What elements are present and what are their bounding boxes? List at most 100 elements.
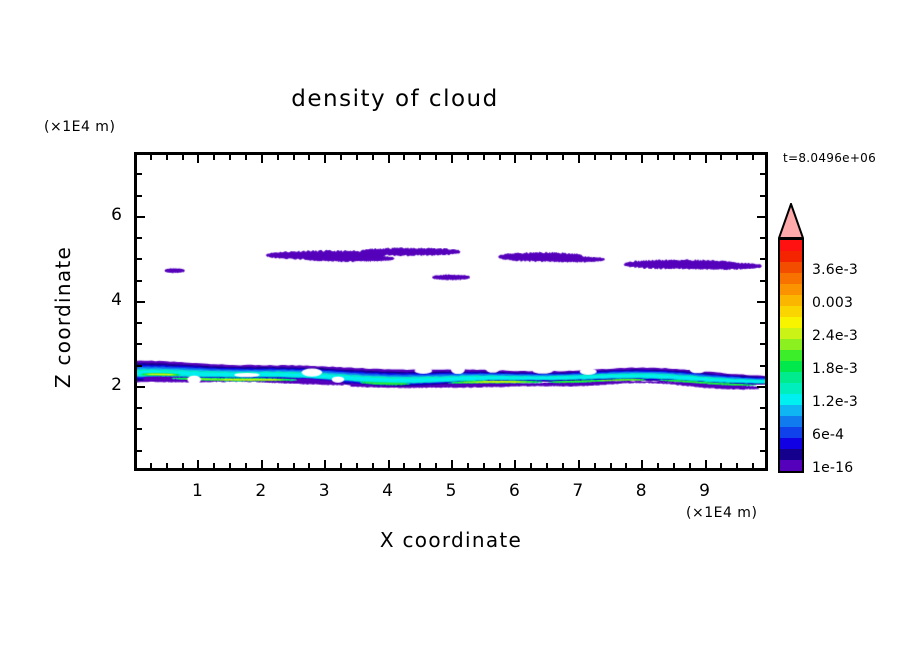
colorbar-band: [780, 372, 802, 383]
x-major-tick: [387, 460, 390, 469]
y-tick-right: [760, 364, 766, 367]
x-tick-label: 2: [255, 481, 267, 501]
x-tick-top: [577, 154, 580, 163]
colorbar-band: [780, 438, 802, 449]
colorbar-tick-label: 1.2e-3: [812, 394, 859, 410]
x-tick-top: [657, 154, 660, 160]
y-tick-right: [757, 300, 766, 303]
colorbar-band: [780, 317, 802, 328]
x-axis-unit-label: (×1E4 m): [686, 505, 758, 521]
x-minor-tick: [244, 463, 247, 469]
x-major-tick: [260, 460, 263, 469]
x-minor-tick: [355, 463, 358, 469]
colorbar-band: [780, 328, 802, 339]
colorbar-band: [780, 284, 802, 295]
colorbar-band: [780, 361, 802, 372]
y-minor-tick: [136, 173, 142, 176]
colorbar-band: [780, 350, 802, 361]
colorbar-band: [780, 427, 802, 438]
y-tick-right: [760, 428, 766, 431]
x-tick-top: [371, 154, 374, 160]
y-major-tick: [136, 385, 145, 388]
y-tick-right: [757, 215, 766, 218]
y-tick-label: 2: [111, 374, 122, 395]
x-minor-tick: [593, 463, 596, 469]
colorbar-tick-label: 2.4e-3: [812, 328, 859, 344]
y-tick-right: [757, 385, 766, 388]
y-tick-right: [760, 449, 766, 452]
x-minor-tick: [229, 463, 232, 469]
y-tick-right: [760, 173, 766, 176]
x-tick-top: [752, 154, 755, 160]
colorbar-band: [780, 449, 802, 460]
x-minor-tick: [625, 463, 628, 469]
x-tick-top: [561, 154, 564, 160]
time-annotation: t=8.0496e+06: [783, 151, 877, 165]
x-tick-top: [355, 154, 358, 160]
colorbar-tick-label: 3.6e-3: [812, 262, 859, 278]
x-tick-top: [340, 154, 343, 160]
x-minor-tick: [657, 463, 660, 469]
x-minor-tick: [736, 463, 739, 469]
x-tick-label: 9: [699, 481, 710, 501]
x-tick-top: [435, 154, 438, 160]
y-major-tick: [136, 215, 145, 218]
y-tick-right: [760, 258, 766, 261]
colorbar-band: [780, 394, 802, 405]
colorbar-band: [780, 295, 802, 306]
x-minor-tick: [672, 463, 675, 469]
x-tick-top: [276, 154, 279, 160]
x-tick-top: [197, 154, 200, 163]
x-tick-top: [688, 154, 691, 160]
x-tick-top: [149, 154, 152, 160]
y-minor-tick: [136, 428, 142, 431]
y-minor-tick: [136, 237, 142, 240]
x-minor-tick: [435, 463, 438, 469]
x-tick-top: [387, 154, 390, 163]
y-minor-tick: [136, 343, 142, 346]
x-major-tick: [641, 460, 644, 469]
x-tick-top: [292, 154, 295, 160]
y-minor-tick: [136, 364, 142, 367]
colorbar-band: [780, 416, 802, 427]
y-tick-label: 6: [111, 204, 122, 225]
x-minor-tick: [276, 463, 279, 469]
x-minor-tick: [688, 463, 691, 469]
colorbar-band: [780, 405, 802, 416]
y-minor-tick: [136, 322, 142, 325]
x-tick-top: [308, 154, 311, 160]
x-minor-tick: [165, 463, 168, 469]
y-minor-tick: [136, 258, 142, 261]
y-tick-right: [760, 407, 766, 410]
x-minor-tick: [466, 463, 469, 469]
colorbar-band: [780, 273, 802, 284]
x-minor-tick: [213, 463, 216, 469]
x-tick-top: [720, 154, 723, 160]
y-tick-label: 4: [111, 289, 122, 310]
colorbar-band: [780, 383, 802, 394]
x-tick-top: [260, 154, 263, 163]
x-minor-tick: [340, 463, 343, 469]
x-major-tick: [451, 460, 453, 469]
x-tick-top: [625, 154, 628, 160]
x-tick-top: [419, 154, 422, 160]
x-major-tick: [197, 460, 200, 469]
x-minor-tick: [308, 463, 311, 469]
x-minor-tick: [498, 463, 501, 469]
x-tick-top: [530, 154, 533, 160]
x-tick-top: [736, 154, 739, 160]
y-major-tick: [136, 300, 145, 303]
x-tick-top: [672, 154, 675, 160]
colorbar-band: [780, 251, 802, 262]
x-tick-top: [546, 154, 549, 160]
x-tick-top: [213, 154, 216, 160]
x-minor-tick: [419, 463, 422, 469]
x-minor-tick: [292, 463, 295, 469]
y-tick-right: [760, 194, 766, 197]
contour-plot-canvas: [137, 155, 765, 468]
x-minor-tick: [720, 463, 723, 469]
x-tick-top: [451, 154, 453, 163]
x-tick-label: 1: [191, 481, 203, 501]
x-major-tick: [324, 460, 327, 469]
plot-area: [134, 152, 768, 471]
